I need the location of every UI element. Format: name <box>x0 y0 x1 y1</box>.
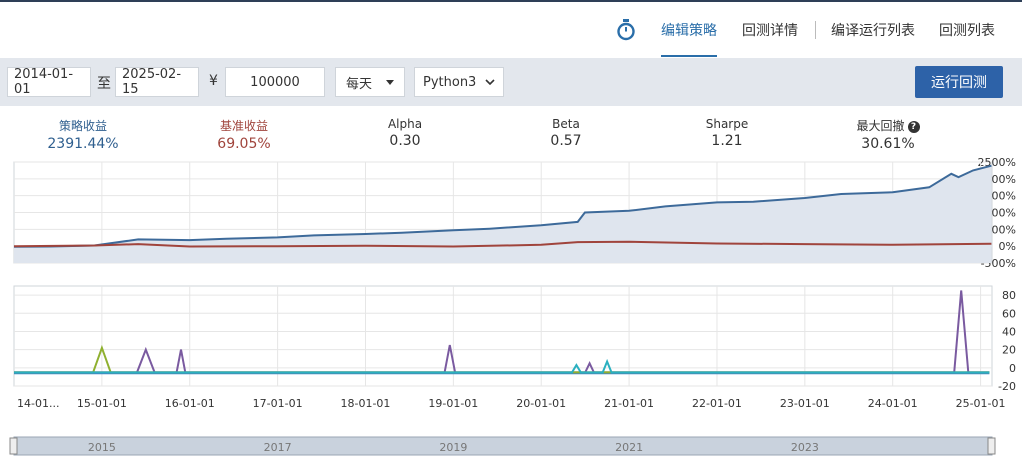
plot-frame <box>13 161 993 264</box>
y-tick-label: 1000% <box>978 207 1016 220</box>
stat-value: 1.21 <box>711 133 743 149</box>
slider-year-label: 2017 <box>264 441 292 454</box>
tab-divider <box>815 21 816 39</box>
language-value: Python3 <box>423 74 477 90</box>
y-tick-label: 500% <box>985 223 1016 236</box>
frequency-select[interactable]: 每天 <box>335 67 405 97</box>
y-tick-label: -500% <box>981 257 1016 270</box>
tab-backtest-list[interactable]: 回测列表 <box>939 23 995 39</box>
x-tick-label: 20-01-01 <box>516 397 566 410</box>
currency-symbol: ¥ <box>209 73 218 89</box>
series-area <box>14 165 992 263</box>
series-line <box>13 240 992 248</box>
stat-value: 2391.44% <box>47 136 119 152</box>
x-tick-label: 24-01-01 <box>868 397 918 410</box>
y-tick-label: 0% <box>999 240 1016 253</box>
series-line <box>14 290 990 374</box>
plot-frame <box>13 285 993 387</box>
y-tick-label: 40 <box>1002 325 1016 338</box>
stat-label: Beta <box>552 117 580 131</box>
x-tick-label: 15-01-01 <box>77 397 127 410</box>
tab-backtest-details[interactable]: 回测详情 <box>742 23 798 39</box>
stat-label: Sharpe <box>705 117 749 131</box>
y-tick-label: 1500% <box>978 190 1016 203</box>
tab-edit-strategy[interactable]: 编辑策略 <box>661 23 717 39</box>
start-date-input[interactable]: 2014-01-01 <box>7 67 91 97</box>
start-date-value: 2014-01-01 <box>14 67 74 97</box>
x-tick-label: 25-01-01 <box>956 397 1006 410</box>
stat-alpha: Alpha 0.30 <box>345 117 465 149</box>
stat-value: 0.30 <box>389 133 421 149</box>
x-tick-label: 22-01-01 <box>692 397 742 410</box>
stat-beta: Beta 0.57 <box>506 117 626 149</box>
series-line <box>14 344 990 374</box>
stat-value: 30.61% <box>861 136 915 152</box>
help-icon[interactable]: ? <box>907 121 920 133</box>
end-date-input[interactable]: 2025-02-15 <box>115 67 199 97</box>
stat-value: 69.05% <box>217 136 271 152</box>
stat-sharpe: Sharpe 1.21 <box>667 117 787 149</box>
slider-year-label: 2019 <box>439 441 467 454</box>
stat-label: 最大回撤 <box>856 119 905 133</box>
series-line <box>13 164 992 248</box>
stat-benchmark-return: 基准收益 69.05% <box>184 117 304 152</box>
slider-year-label: 2021 <box>615 441 643 454</box>
x-tick-label: 14-01... <box>17 397 59 410</box>
series-line <box>14 358 990 374</box>
chevron-down-icon <box>485 79 495 85</box>
stat-label: Alpha <box>387 117 423 131</box>
x-tick-label: 17-01-01 <box>253 397 303 410</box>
tab-compile-run-list[interactable]: 编译运行列表 <box>831 23 915 39</box>
stat-max-drawdown: 最大回撤? 30.61% <box>828 117 948 152</box>
y-tick-label: 80 <box>1002 289 1016 302</box>
stat-label: 基准收益 <box>219 119 268 133</box>
stat-label-wrap: 最大回撤? <box>828 117 948 134</box>
y-tick-label: 2500% <box>978 156 1016 169</box>
stopwatch-icon[interactable] <box>616 19 636 41</box>
stat-label: 策略收益 <box>58 119 107 133</box>
run-backtest-button[interactable]: 运行回测 <box>915 66 1003 98</box>
x-tick-label: 21-01-01 <box>604 397 654 410</box>
stat-value: 0.57 <box>550 133 582 149</box>
capital-value: 100000 <box>250 74 300 90</box>
y-tick-label: 2000% <box>978 173 1016 186</box>
cumulative-return-chart: 2500% 2000% 1500% 1000% 500% 0% -500% <box>13 156 1016 270</box>
caret-down-icon <box>386 79 394 85</box>
slider-track <box>13 436 993 456</box>
top-border <box>0 0 1022 2</box>
x-tick-label: 23-01-01 <box>780 397 830 410</box>
capital-input[interactable]: 100000 <box>225 67 325 97</box>
daily-metrics-chart: 80 60 40 20 0 -20 <box>13 285 1016 393</box>
slider-year-label: 2015 <box>88 441 116 454</box>
active-tab-indicator <box>661 55 717 57</box>
language-select[interactable]: Python3 <box>414 67 504 97</box>
y-tick-label: -20 <box>998 380 1016 393</box>
y-tick-label: 60 <box>1002 307 1016 320</box>
y-tick-label: 20 <box>1002 344 1016 357</box>
stat-strategy-return: 策略收益 2391.44% <box>23 117 143 152</box>
x-tick-label: 18-01-01 <box>341 397 391 410</box>
range-slider[interactable]: 2015 2017 2019 2021 2023 <box>9 436 996 456</box>
slider-year-label: 2023 <box>791 441 819 454</box>
backtest-controls: 2014-01-01 至 2025-02-15 ¥ 100000 每天 Pyth… <box>0 58 1022 106</box>
slider-handle-left <box>9 437 18 455</box>
x-axis-ticks: 14-01... 15-01-01 16-01-01 17-01-01 18-01-01… <box>17 397 1006 410</box>
x-tick-label: 19-01-01 <box>428 397 478 410</box>
end-date-value: 2025-02-15 <box>122 67 182 97</box>
date-range-separator: 至 <box>97 76 111 92</box>
frequency-value: 每天 <box>346 76 373 92</box>
x-tick-label: 16-01-01 <box>165 397 215 410</box>
slider-handle-right <box>987 437 996 455</box>
y-tick-label: 0 <box>1009 362 1016 375</box>
